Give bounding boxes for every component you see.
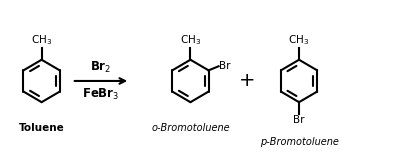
Text: p-Bromotoluene: p-Bromotoluene <box>260 137 339 147</box>
Text: CH$_3$: CH$_3$ <box>288 34 310 47</box>
Text: CH$_3$: CH$_3$ <box>31 34 52 47</box>
Text: +: + <box>239 71 255 90</box>
Text: Br$_2$: Br$_2$ <box>90 60 112 75</box>
Text: Br: Br <box>220 61 231 71</box>
Text: Toluene: Toluene <box>19 123 64 133</box>
Text: Br: Br <box>293 115 305 125</box>
Text: FeBr$_3$: FeBr$_3$ <box>82 87 119 102</box>
Text: o-Bromotoluene: o-Bromotoluene <box>151 123 230 133</box>
Text: CH$_3$: CH$_3$ <box>180 34 201 47</box>
